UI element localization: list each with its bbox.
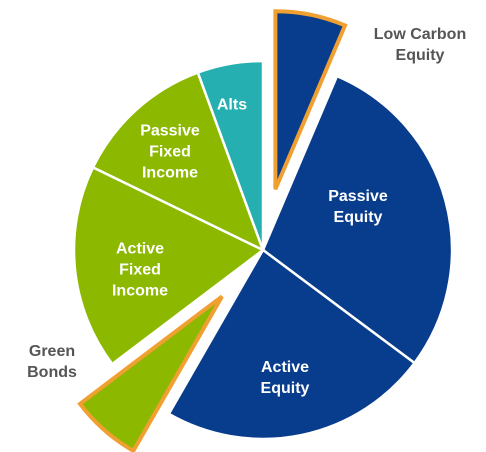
pie-slice — [196, 59, 265, 251]
pie-slice-exploded — [77, 294, 224, 452]
slice-label: Active Equity — [260, 359, 310, 397]
pie-slice-exploded — [273, 9, 348, 191]
pie-slice — [72, 165, 266, 366]
slice-label: Alts — [216, 96, 248, 114]
slice-label: Low Carbon Equity — [373, 26, 467, 64]
slice-label: Green Bonds — [27, 343, 77, 381]
pie-slice — [167, 248, 417, 441]
slice-label: Passive Fixed Income — [140, 122, 200, 182]
pie-slice — [261, 74, 454, 365]
slice-label: Passive Equity — [328, 188, 388, 226]
pie-slice — [91, 70, 266, 253]
slice-label: Active Fixed Income — [111, 240, 168, 300]
